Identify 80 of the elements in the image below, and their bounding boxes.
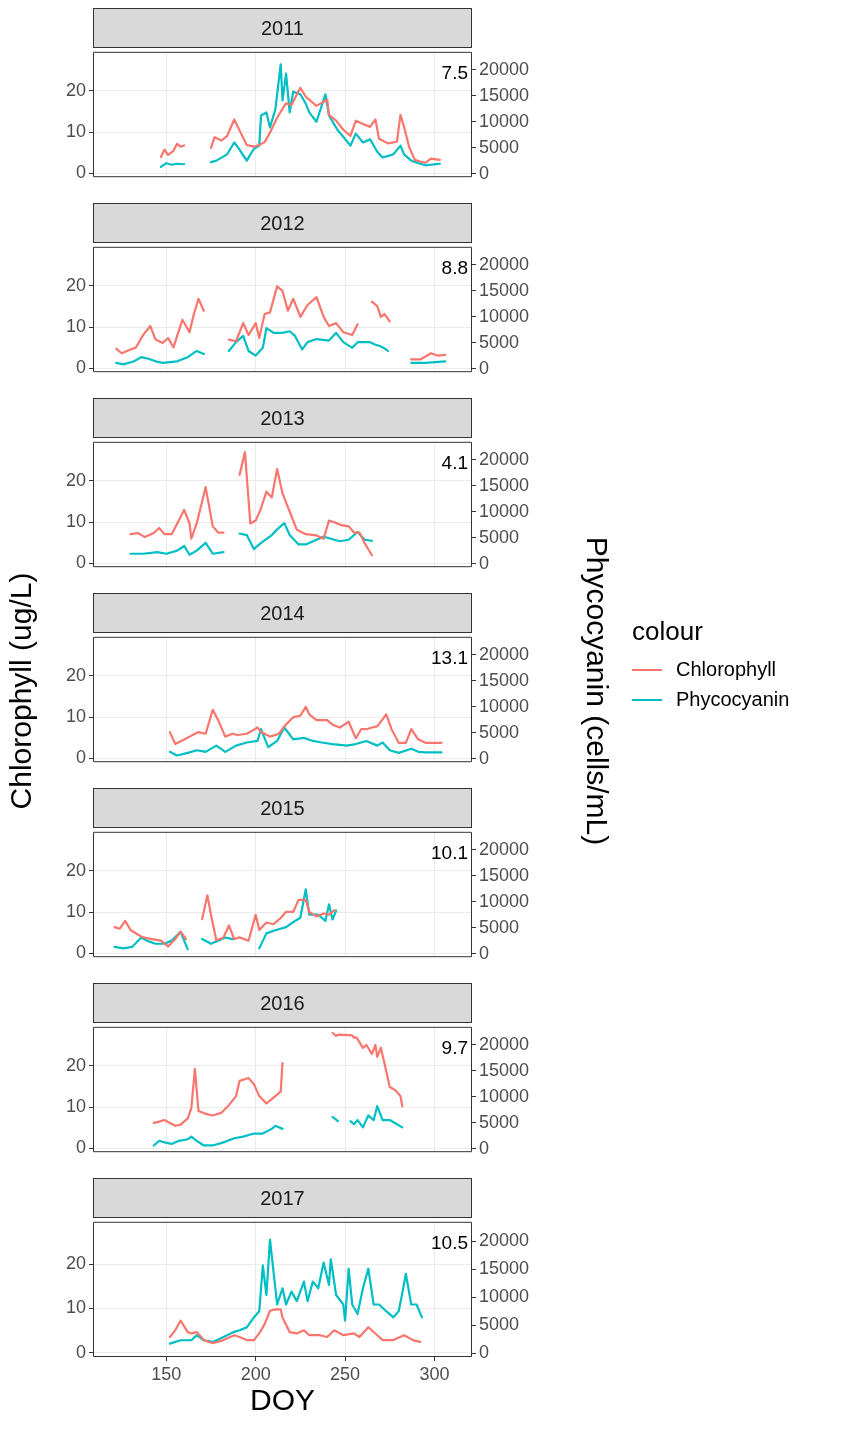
- chart-title: 2013: [93, 398, 472, 438]
- legend-label: Chlorophyll: [676, 658, 777, 681]
- y-tick-label: 0: [75, 552, 86, 573]
- y2-tick-label: 0: [479, 1137, 490, 1158]
- y2-tick-label: 20000: [479, 58, 530, 79]
- y-tick-label: 0: [75, 942, 86, 963]
- y-tick-label: 0: [75, 162, 86, 183]
- y2-tick-label: 0: [479, 552, 490, 573]
- y2-tick-label: 0: [479, 747, 490, 768]
- annotation: 8.8: [441, 256, 468, 278]
- annotation: 10.1: [431, 841, 468, 863]
- y2-tick-label: 20000: [479, 448, 530, 469]
- y2-tick-label: 5000: [479, 916, 520, 937]
- legend-title: colour: [632, 615, 704, 647]
- y2-tick-label: 20000: [479, 838, 530, 859]
- annotation: 13.1: [431, 646, 468, 668]
- y-tick-label: 10: [65, 901, 86, 922]
- annotation: 9.7: [441, 1036, 468, 1058]
- y-tick-label: 10: [65, 1096, 86, 1117]
- y-tick-label: 10: [65, 706, 86, 727]
- chart-title: 2012: [93, 203, 472, 243]
- y2-tick-label: 15000: [479, 1059, 530, 1080]
- y2-tick-label: 5000: [479, 331, 520, 352]
- y2-tick-label: 15000: [479, 1258, 530, 1279]
- y2-tick-label: 5000: [479, 136, 520, 157]
- y2-tick-label: 10000: [479, 1286, 530, 1307]
- y-tick-label: 0: [75, 747, 86, 768]
- y2-tick-label: 10000: [479, 110, 530, 131]
- y2-tick-label: 15000: [479, 864, 530, 885]
- y-tick-label: 20: [65, 79, 86, 100]
- y2-tick-label: 0: [479, 1342, 490, 1363]
- y2-tick-label: 0: [479, 162, 490, 183]
- y2-tick-label: 20000: [479, 1033, 530, 1054]
- y2-tick-label: 5000: [479, 526, 520, 547]
- y-axis-title: Chlorophyll (ug/L): [4, 571, 38, 811]
- y2-axis-title: Phycocyanin (cells/mL): [580, 535, 614, 847]
- y2-tick-label: 20000: [479, 1230, 530, 1251]
- chart-title: 2014: [93, 593, 472, 633]
- x-tick-label: 250: [330, 1363, 361, 1384]
- annotation: 10.5: [431, 1231, 468, 1253]
- chart-title: 2015: [93, 788, 472, 828]
- y2-tick-label: 15000: [479, 84, 530, 105]
- chart-title: 2011: [93, 8, 472, 48]
- y2-tick-label: 20000: [479, 643, 530, 664]
- y-tick-label: 20: [65, 1054, 86, 1075]
- y-tick-label: 20: [65, 1253, 86, 1274]
- y-tick-label: 20: [65, 859, 86, 880]
- y2-tick-label: 20000: [479, 253, 530, 274]
- y2-tick-label: 0: [479, 942, 490, 963]
- annotation: 4.1: [441, 451, 468, 473]
- y-tick-label: 20: [65, 469, 86, 490]
- y-tick-label: 0: [75, 1341, 86, 1362]
- x-tick-label: 300: [419, 1363, 450, 1384]
- y-tick-label: 20: [65, 664, 86, 685]
- y2-tick-label: 5000: [479, 1111, 520, 1132]
- y-tick-label: 10: [65, 121, 86, 142]
- y-tick-label: 0: [75, 357, 86, 378]
- y2-tick-label: 10000: [479, 500, 530, 521]
- y2-tick-label: 5000: [479, 721, 520, 742]
- y-tick-label: 10: [65, 316, 86, 337]
- chart-title: 2017: [93, 1178, 472, 1218]
- y2-tick-label: 10000: [479, 695, 530, 716]
- y2-tick-label: 5000: [479, 1314, 520, 1335]
- y2-tick-label: 10000: [479, 890, 530, 911]
- y2-tick-label: 10000: [479, 1085, 530, 1106]
- legend-label: Phycocyanin: [676, 688, 790, 711]
- y2-tick-label: 10000: [479, 305, 530, 326]
- y2-tick-label: 15000: [479, 474, 530, 495]
- chart-title: 2016: [93, 983, 472, 1023]
- y2-tick-label: 15000: [479, 279, 530, 300]
- y-tick-label: 10: [65, 1297, 86, 1318]
- annotation: 7.5: [441, 61, 468, 83]
- x-tick-label: 150: [151, 1363, 182, 1384]
- y-tick-label: 20: [65, 274, 86, 295]
- y2-tick-label: 0: [479, 357, 490, 378]
- x-tick-label: 200: [240, 1363, 271, 1384]
- y-tick-label: 10: [65, 511, 86, 532]
- y2-tick-label: 15000: [479, 669, 530, 690]
- x-axis-title: DOY: [249, 1383, 316, 1417]
- y-tick-label: 0: [75, 1137, 86, 1158]
